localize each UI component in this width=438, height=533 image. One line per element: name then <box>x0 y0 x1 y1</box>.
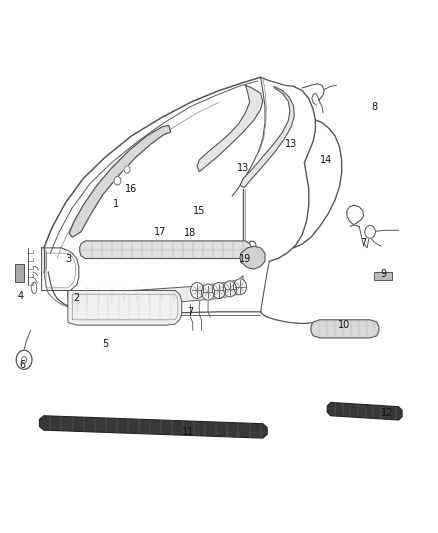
Text: 7: 7 <box>187 307 194 317</box>
Circle shape <box>212 282 226 298</box>
Polygon shape <box>68 290 182 325</box>
Text: 8: 8 <box>371 102 378 111</box>
Text: 15: 15 <box>193 206 205 215</box>
Circle shape <box>191 282 204 298</box>
Text: 16: 16 <box>125 184 138 194</box>
Text: 19: 19 <box>239 254 251 263</box>
Circle shape <box>16 350 32 369</box>
Polygon shape <box>240 86 294 188</box>
Text: 17: 17 <box>154 227 166 237</box>
Polygon shape <box>374 272 392 280</box>
Text: 9: 9 <box>380 270 386 279</box>
Text: 12: 12 <box>381 408 394 418</box>
Polygon shape <box>15 264 24 282</box>
Circle shape <box>233 279 247 295</box>
Circle shape <box>201 284 215 300</box>
Polygon shape <box>327 402 402 420</box>
Text: 14: 14 <box>320 155 332 165</box>
Text: 5: 5 <box>102 339 108 349</box>
Text: 4: 4 <box>18 291 24 301</box>
Text: 10: 10 <box>338 320 350 330</box>
Text: 18: 18 <box>184 229 197 238</box>
Text: 13: 13 <box>237 163 249 173</box>
Polygon shape <box>311 320 379 338</box>
Circle shape <box>114 176 121 185</box>
Polygon shape <box>39 416 267 438</box>
Circle shape <box>21 357 27 363</box>
Polygon shape <box>240 246 265 269</box>
Text: 2: 2 <box>74 294 80 303</box>
Polygon shape <box>68 276 243 305</box>
Polygon shape <box>197 85 263 172</box>
Polygon shape <box>80 241 252 259</box>
Text: 7: 7 <box>360 238 367 247</box>
Circle shape <box>365 225 375 238</box>
Text: 13: 13 <box>285 139 297 149</box>
Text: 1: 1 <box>113 199 119 208</box>
Polygon shape <box>69 125 171 237</box>
Text: 6: 6 <box>20 360 26 370</box>
Text: 11: 11 <box>182 427 194 437</box>
Circle shape <box>223 281 237 297</box>
Circle shape <box>124 166 130 173</box>
Text: 3: 3 <box>65 254 71 263</box>
